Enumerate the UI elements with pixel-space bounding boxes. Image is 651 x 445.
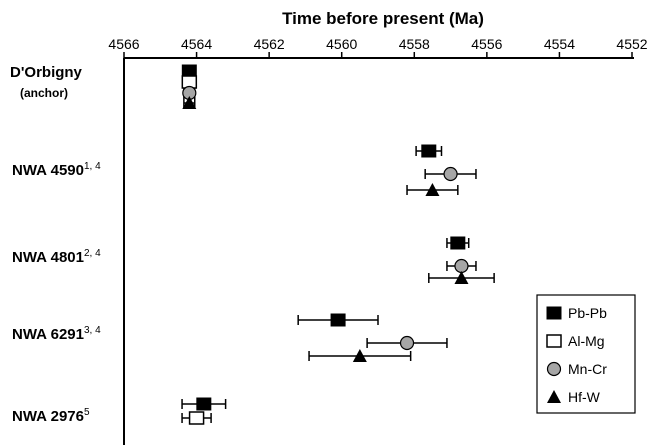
point-3-3	[308, 349, 412, 362]
legend-marker-2	[546, 361, 562, 377]
point-3-0	[182, 96, 197, 109]
point-3-1	[406, 183, 459, 196]
point-0-3	[297, 313, 379, 327]
row-labels: D'Orbigny (anchor) NWA 45901, 4 NWA 48012, …	[10, 64, 101, 425]
legend-marker-1	[546, 334, 562, 348]
legend-label-3: Hf-W	[568, 389, 601, 405]
row-label-text-1: NWA 4590	[12, 162, 84, 179]
row-label-text-2: NWA 4801	[12, 249, 84, 266]
x-tick-label-4: 4558	[399, 36, 430, 52]
point-2-0	[182, 85, 197, 101]
marker-pb-pb	[450, 236, 466, 250]
row-label-sup-2: 2, 4	[84, 248, 101, 259]
x-tick-label-5: 4556	[471, 36, 502, 52]
point-0-1	[415, 144, 443, 158]
marker-pb-pb	[330, 313, 346, 327]
legend-label-2: Mn-Cr	[568, 361, 607, 377]
x-tick-label-1: 4564	[181, 36, 212, 52]
marker-hf-w	[182, 96, 197, 109]
marker-al-mg	[188, 411, 205, 425]
marker-pb-pb	[421, 144, 437, 158]
row-label-1: NWA 45901, 4	[12, 161, 101, 179]
marker-mn-cr	[454, 258, 469, 274]
point-0-2	[446, 236, 470, 250]
legend-label-1: Al-Mg	[568, 333, 605, 349]
marker-pb-pb	[196, 397, 212, 411]
marker-hf-w	[454, 271, 469, 284]
row-label-0: D'Orbigny	[10, 64, 83, 81]
marker-pb-pb	[181, 64, 197, 78]
x-axis: 4566 4564 4562 4560 4558 4556 4554 4552	[108, 36, 648, 445]
x-axis-title: Time before present (Ma)	[282, 9, 484, 28]
legend: Pb-Pb Al-Mg Mn-Cr Hf-W	[536, 294, 636, 414]
marker-hf-w	[352, 349, 367, 362]
row-label-text-4: NWA 2976	[12, 408, 84, 425]
point-1-1	[181, 411, 212, 425]
point-2-3	[366, 335, 448, 351]
row-label-4: NWA 29765	[12, 407, 90, 425]
x-tick-label-6: 4554	[544, 36, 575, 52]
legend-marker-3	[547, 390, 561, 403]
point-0-0	[181, 64, 197, 78]
point-2-1	[424, 166, 477, 182]
x-tick-label-0: 4566	[108, 36, 139, 52]
x-tick-label-2: 4562	[254, 36, 285, 52]
point-0-4	[181, 397, 227, 411]
row-label-sup-3: 3, 4	[84, 325, 101, 336]
marker-mn-cr	[443, 166, 458, 182]
row-label-sup-1: 1, 4	[84, 161, 101, 172]
point-2-2	[446, 258, 477, 274]
point-1-0	[181, 75, 198, 89]
row-label-text-3: NWA 6291	[12, 326, 84, 343]
legend-marker-0	[546, 306, 562, 320]
row-label-3: NWA 62913, 4	[12, 325, 101, 343]
point-3-2	[428, 271, 495, 284]
legend-label-0: Pb-Pb	[568, 305, 607, 321]
marker-hf-w	[425, 183, 440, 196]
data-points	[181, 64, 495, 425]
marker-mn-cr	[399, 335, 415, 351]
row-sublabel-0: (anchor)	[20, 86, 68, 100]
row-label-2: NWA 48012, 4	[12, 248, 101, 266]
x-tick-label-7: 4552	[616, 36, 647, 52]
x-tick-label-3: 4560	[326, 36, 357, 52]
row-label-sup-4: 5	[84, 407, 90, 418]
